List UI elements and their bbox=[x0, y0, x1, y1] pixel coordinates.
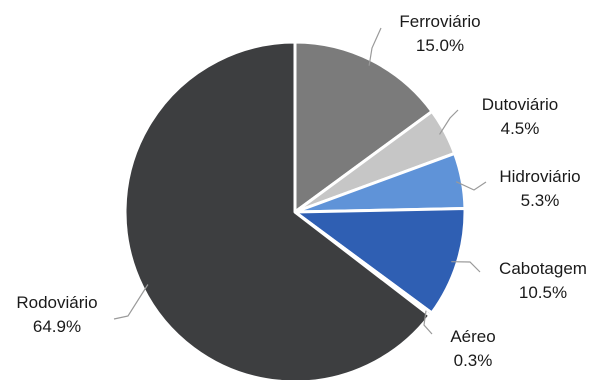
leader-line bbox=[455, 181, 487, 191]
slice-name: Hidroviário bbox=[499, 167, 580, 186]
slice-label-cabotagem: Cabotagem 10.5% bbox=[499, 259, 587, 302]
slice-label-ferroviario: Ferroviário 15.0% bbox=[399, 12, 480, 55]
slice-name: Ferroviário bbox=[399, 12, 480, 31]
slice-label-dutoviario: Dutoviário 4.5% bbox=[482, 95, 559, 138]
leader-line bbox=[439, 109, 459, 135]
slice-label-rodoviario: Rodoviário 64.9% bbox=[16, 293, 97, 336]
slice-name: Aéreo bbox=[450, 327, 495, 346]
leader-line bbox=[423, 310, 433, 335]
slice-percent: 15.0% bbox=[416, 36, 464, 55]
leader-line bbox=[113, 284, 149, 320]
pie-slice-ferroviario bbox=[293, 40, 434, 214]
slice-percent: 5.3% bbox=[521, 191, 560, 210]
pie-slices bbox=[123, 40, 467, 380]
slice-name: Cabotagem bbox=[499, 259, 587, 278]
pie-slice-rodoviario bbox=[123, 40, 432, 380]
slice-percent: 4.5% bbox=[501, 119, 540, 138]
slice-percent: 64.9% bbox=[33, 317, 81, 336]
pie-slice-cabotagem bbox=[293, 207, 467, 315]
leader-lines bbox=[113, 27, 487, 335]
slice-percent: 10.5% bbox=[519, 283, 567, 302]
leader-line bbox=[451, 261, 481, 273]
slice-percent: 0.3% bbox=[454, 351, 493, 370]
slice-label-hidroviario: Hidroviário 5.3% bbox=[499, 167, 580, 210]
slice-label-aereo: Aéreo 0.3% bbox=[450, 327, 495, 370]
slice-name: Dutoviário bbox=[482, 95, 559, 114]
leader-line bbox=[368, 27, 382, 66]
slice-name: Rodoviário bbox=[16, 293, 97, 312]
